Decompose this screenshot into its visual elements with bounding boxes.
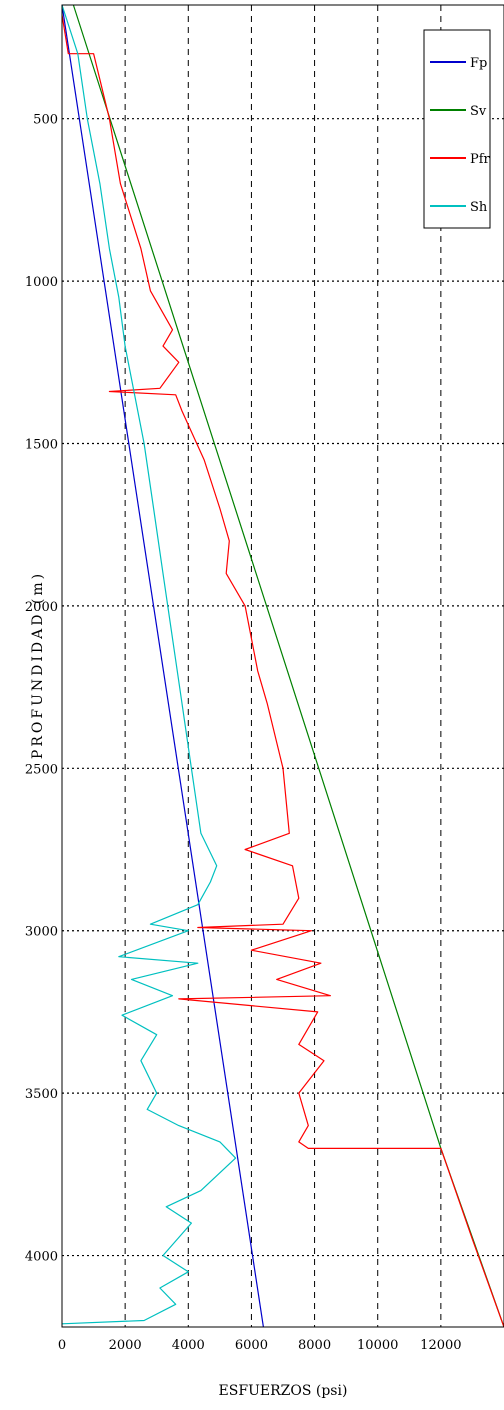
y-axis-ticks: 500 1000 1500 2000 2500 3000 3500 4000	[25, 113, 58, 1265]
x-tick-label: 12000	[420, 1338, 461, 1353]
series-line-fp	[61, 4, 264, 1328]
legend-items: Fp Sv Pfr Sh	[430, 56, 491, 215]
legend-label-pfr: Pfr	[470, 152, 491, 167]
x-tick-label: 10000	[357, 1338, 398, 1353]
x-tick-label: 6000	[235, 1338, 268, 1353]
y-tick-label: 1500	[25, 438, 58, 453]
legend-label-fp: Fp	[470, 56, 487, 71]
series-line-sh	[61, 4, 237, 1325]
x-tick-label: 8000	[298, 1338, 331, 1353]
series-line-pfr	[61, 14, 504, 1328]
legend-label-sh: Sh	[470, 200, 488, 215]
grid-layer	[62, 5, 504, 1327]
y-tick-label: 2500	[25, 762, 58, 777]
x-tick-label: 4000	[172, 1338, 205, 1353]
x-tick-label: 0	[58, 1338, 66, 1353]
y-tick-label: 3500	[25, 1087, 58, 1102]
y-tick-label: 2000	[25, 600, 58, 615]
y-axis-title: PROFUNDIDAD (m)	[30, 571, 46, 759]
x-tick-label: 2000	[109, 1338, 142, 1353]
legend-label-sv: Sv	[470, 104, 487, 119]
chart-legend: Fp Sv Pfr Sh	[423, 29, 491, 229]
x-axis-ticks: 0 2000 4000 6000 8000 10000 12000	[58, 1338, 462, 1353]
plot-frame	[61, 4, 504, 1328]
series-layer	[61, 4, 504, 1328]
y-tick-label: 1000	[25, 275, 58, 290]
x-axis-title: ESFUERZOS (psi)	[219, 1383, 348, 1399]
y-tick-label: 4000	[25, 1250, 58, 1265]
y-tick-label: 500	[33, 113, 58, 128]
y-tick-label: 3000	[25, 925, 58, 940]
